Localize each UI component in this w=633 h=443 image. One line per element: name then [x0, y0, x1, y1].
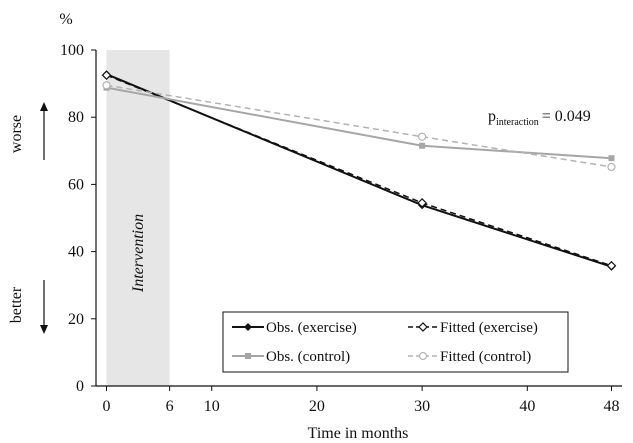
- legend-marker-obs-control: [245, 353, 251, 359]
- series-layer: [101, 70, 617, 271]
- plot-axes: 0 20 40 60 80 100 0 6 10 20 30 40 48: [60, 42, 622, 415]
- legend-label-fitted-control: Fitted (control): [440, 349, 531, 365]
- y-tick-label: 80: [68, 109, 84, 126]
- x-tick-label: 40: [519, 398, 535, 415]
- intervention-label: Intervention: [130, 214, 147, 293]
- p-value-annotation: pinteraction = 0.049: [488, 108, 591, 128]
- point-fitted-exercise: [417, 198, 427, 208]
- x-axis-title: Time in months: [308, 425, 409, 442]
- point-obs-control: [608, 155, 615, 162]
- legend-box: [222, 311, 569, 373]
- y-tick-label: 100: [60, 42, 84, 59]
- y-tick-label: 60: [68, 176, 84, 193]
- better-label: better: [8, 286, 25, 323]
- point-obs-control: [419, 142, 426, 149]
- x-tick-label: 48: [603, 398, 619, 415]
- worse-arrow-head: [40, 102, 48, 111]
- p-symbol: p: [488, 108, 496, 125]
- point-fitted-control: [418, 132, 427, 141]
- series-line-fitted-exercise: [106, 74, 612, 267]
- legend-marker-obs-exercise: [244, 323, 252, 331]
- worse-label: worse: [8, 115, 25, 153]
- y-tick-label: 0: [76, 378, 84, 395]
- y-tick-label: 20: [68, 311, 84, 328]
- legend-label-obs-exercise: Obs. (exercise): [266, 320, 357, 336]
- x-tick-label: 0: [103, 398, 111, 415]
- intervention-band: [106, 50, 170, 386]
- legend-label-obs-control: Obs. (control): [266, 349, 350, 365]
- series-line-obs-exercise: [106, 73, 612, 268]
- y-tick-label: 40: [68, 244, 84, 261]
- x-tick-label: 30: [414, 398, 430, 415]
- legend-label-fitted-exercise: Fitted (exercise): [440, 320, 538, 336]
- x-tick-label: 6: [166, 398, 174, 415]
- p-subscript: interaction: [496, 117, 539, 128]
- p-equals-value: = 0.049: [542, 108, 591, 125]
- x-tick-label: 10: [204, 398, 220, 415]
- y-axis-unit: %: [59, 11, 72, 28]
- point-fitted-control: [607, 162, 616, 172]
- better-arrow-head: [40, 325, 48, 334]
- legend-marker-fitted-exercise: [418, 322, 428, 332]
- legend-marker-fitted-control: [418, 351, 428, 361]
- point-fitted-control: [102, 81, 111, 90]
- legend: Obs. (exercise) Fitted (exercise) Obs. (…: [222, 311, 569, 373]
- point-fitted-exercise: [606, 260, 617, 271]
- x-tick-label: 20: [309, 398, 325, 415]
- point-fitted-exercise: [101, 70, 112, 81]
